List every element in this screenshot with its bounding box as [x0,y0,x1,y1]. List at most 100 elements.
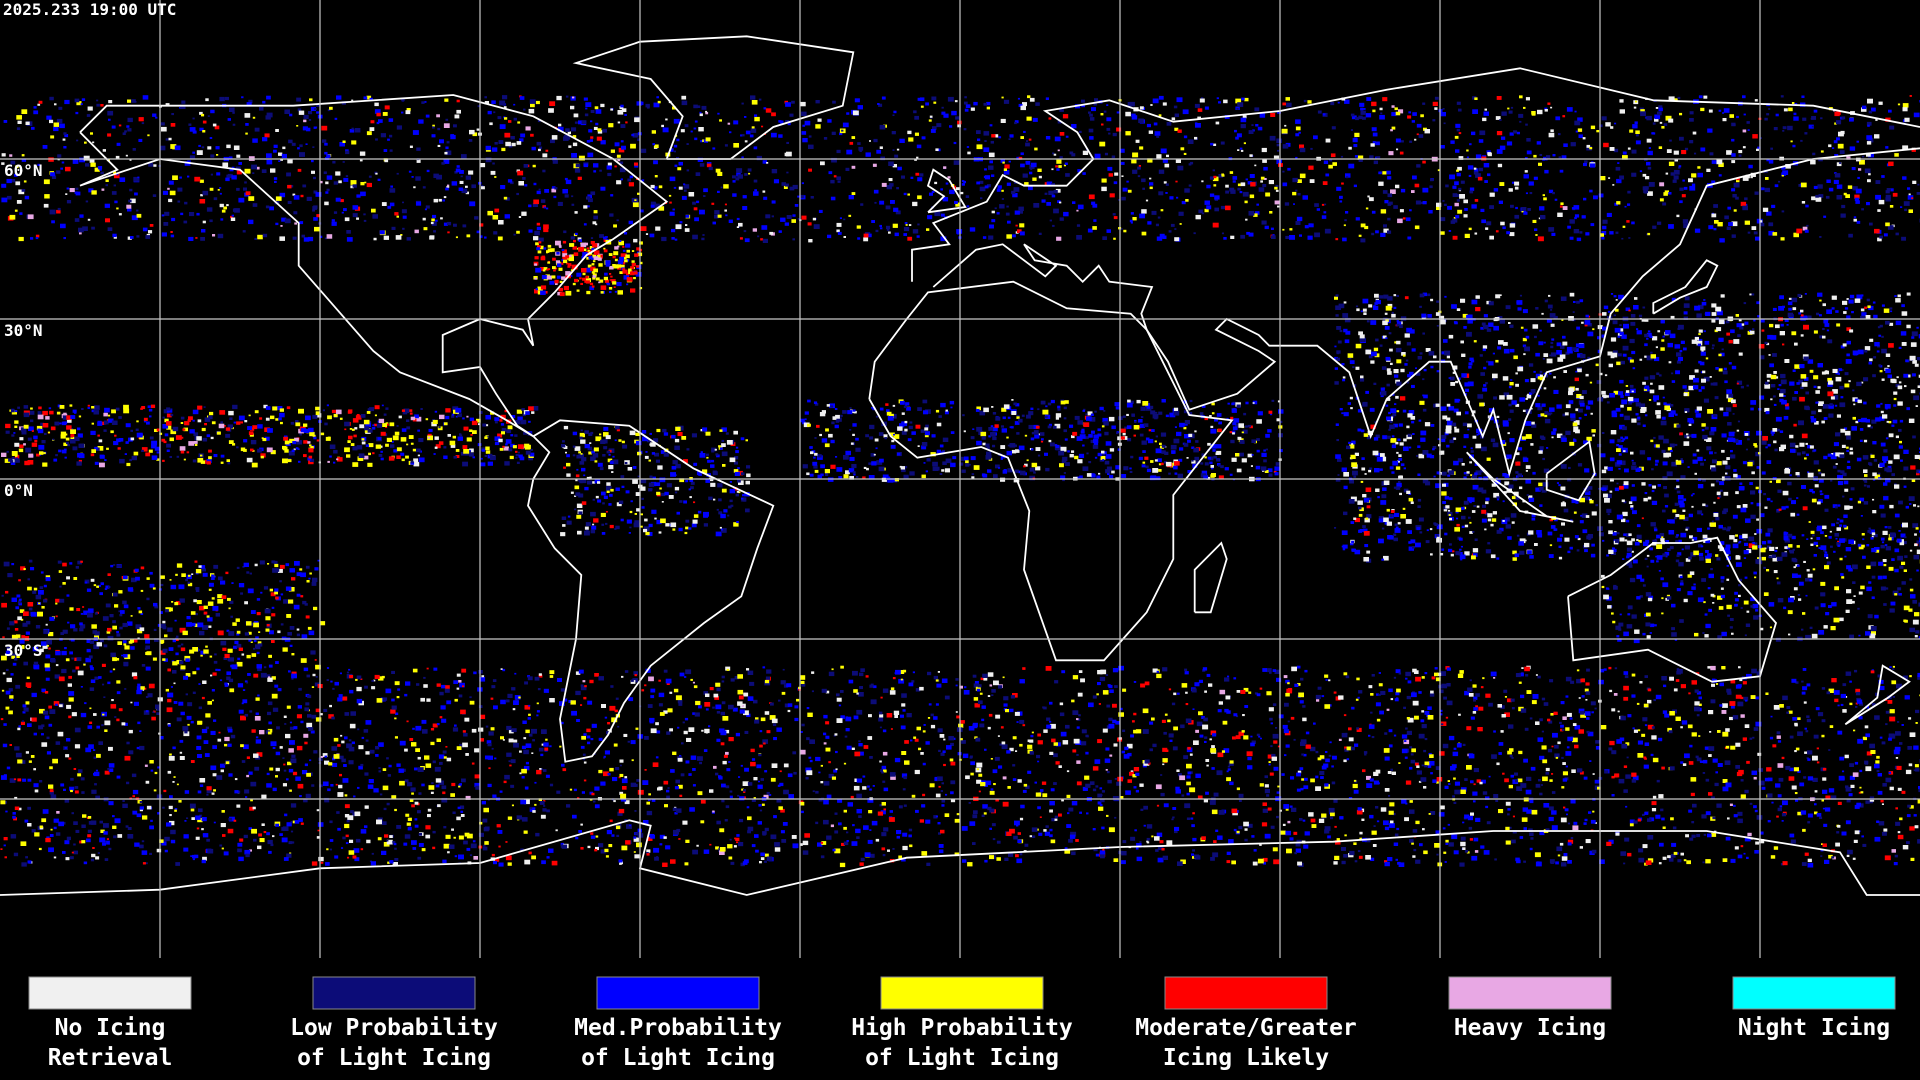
icing-pixel [1707,833,1712,838]
icing-pixel [703,849,710,854]
icing-pixel [1495,230,1499,233]
icing-pixel [778,120,782,123]
icing-pixel [1228,761,1234,766]
icing-pixel [713,765,717,769]
icing-pixel [46,115,52,120]
icing-pixel [543,206,546,209]
icing-pixel [976,762,983,768]
icing-pixel [273,144,278,148]
icing-pixel [444,151,448,155]
icing-pixel [945,182,949,185]
icing-pixel [1606,212,1612,217]
icing-pixel [481,185,484,187]
icing-pixel [1611,708,1616,712]
icing-pixel [134,192,138,196]
icing-pixel [1004,164,1010,169]
icing-pixel [255,736,259,739]
icing-pixel [612,777,618,782]
icing-pixel [54,674,60,679]
icing-pixel [463,732,468,737]
icing-pixel [1220,205,1225,210]
icing-pixel [411,742,417,747]
icing-pixel [1022,102,1027,107]
icing-pixel [1029,97,1035,102]
icing-pixel [1909,732,1916,737]
icing-pixel [886,225,891,230]
icing-pixel [1019,817,1024,821]
icing-pixel [1610,126,1614,129]
icing-pixel [65,857,70,861]
icing-pixel [1642,186,1648,191]
icing-pixel [1138,118,1144,123]
icing-pixel [1667,727,1672,732]
icing-pixel [1317,110,1322,114]
icing-pixel [94,676,99,680]
icing-pixel [1864,168,1871,174]
icing-pixel [99,168,102,171]
icing-pixel [654,175,658,178]
icing-pixel [95,769,98,772]
icing-pixel [700,140,703,143]
icing-pixel [1877,209,1881,212]
icing-pixel [1289,235,1295,240]
icing-pixel [1823,823,1828,827]
icing-pixel [872,163,877,167]
icing-pixel [1679,200,1683,204]
icing-pixel [590,835,596,839]
icing-pixel [1888,771,1892,774]
icing-pixel [1773,846,1779,850]
icing-pixel [791,835,797,839]
icing-pixel [1874,228,1880,234]
icing-pixel [1243,821,1249,827]
icing-pixel [678,161,683,166]
icing-pixel [1407,717,1414,723]
icing-pixel [1585,691,1591,695]
icing-pixel [1187,139,1194,144]
icing-pixel [1871,107,1876,112]
icing-pixel [1176,97,1183,103]
icing-pixel [522,177,526,180]
icing-pixel [342,140,346,143]
icing-pixel [646,810,653,816]
icing-pixel [127,128,132,132]
icing-pixel [418,833,422,836]
icing-pixel [973,697,979,701]
icing-pixel [1151,210,1157,215]
icing-pixel [606,165,612,170]
icing-pixel [1673,169,1680,175]
icing-pixel [1,153,6,157]
icing-pixel [1257,126,1263,131]
icing-pixel [1411,842,1414,845]
icing-pixel [1716,159,1723,165]
icing-pixel [1729,114,1734,118]
icing-pixel [692,768,696,771]
icing-pixel [685,214,690,218]
icing-pixel [445,685,450,689]
icing-pixel [63,237,66,240]
icing-pixel [1112,703,1117,708]
icing-pixel [953,141,957,145]
icing-pixel [350,711,356,716]
icing-pixel [9,778,16,783]
icing-pixel [1356,677,1360,681]
icing-pixel [1659,182,1665,187]
icing-pixel [43,179,50,185]
icing-pixel [917,177,923,182]
icing-pixel [540,753,544,757]
icing-pixel [1815,194,1819,198]
icing-pixel [550,139,555,144]
icing-pixel [1514,772,1518,776]
icing-pixel [1683,223,1690,229]
icing-pixel [925,741,930,745]
icing-pixel [759,730,763,733]
icing-pixel [1781,166,1786,170]
icing-pixel [1828,144,1832,148]
icing-pixel [510,759,516,764]
icing-pixel [1185,199,1189,202]
icing-pixel [1020,163,1025,168]
icing-pixel [895,210,901,215]
icing-pixel [892,149,895,151]
icing-pixel [1460,180,1465,184]
icing-pixel [780,680,786,685]
icing-pixel [991,823,996,827]
